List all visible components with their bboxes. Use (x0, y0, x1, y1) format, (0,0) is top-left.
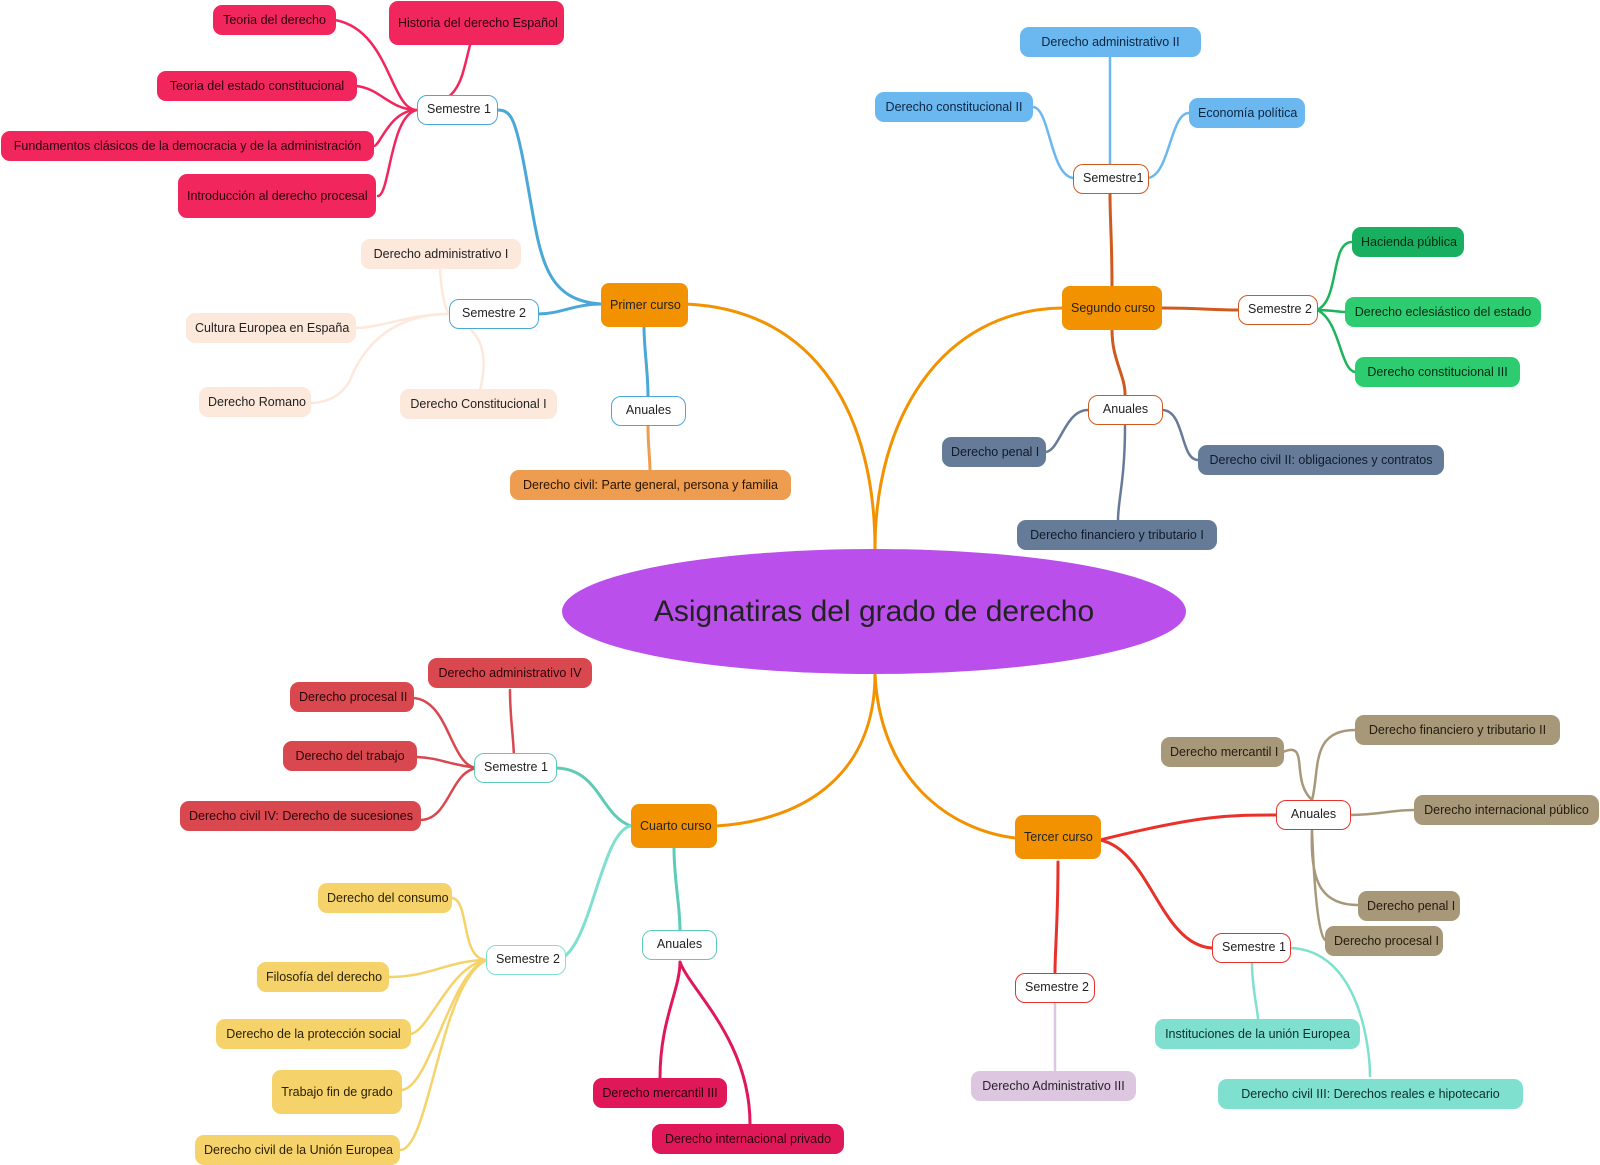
course-cuarto[interactable]: Cuarto curso (631, 804, 717, 848)
link-tercero-anuales-items (1281, 728, 1416, 942)
tercero-semestre-1[interactable]: Semestre 1 (1212, 933, 1291, 963)
segundo-sem1-item[interactable]: Derecho administrativo II (1020, 27, 1201, 57)
segundo-sem1-item[interactable]: Derecho constitucional II (875, 92, 1033, 122)
link-primer-sem1-items (333, 18, 472, 198)
cuarto-sem2-item[interactable]: Derecho del consumo (318, 883, 452, 913)
link-cuarto-anuales-items (658, 960, 752, 1126)
tercero-anuales-item[interactable]: Derecho penal I (1358, 891, 1460, 921)
link-primer-sem2 (536, 302, 603, 316)
central-topic[interactable]: Asignatiras del grado de derecho (562, 549, 1186, 674)
course-primer[interactable]: Primer curso (601, 283, 688, 327)
tercero-semestre-2[interactable]: Semestre 2 (1015, 973, 1095, 1003)
segundo-sem2-item[interactable]: Hacienda pública (1352, 227, 1464, 257)
primer-sem1-item[interactable]: Fundamentos clásicos de la democracia y … (1, 131, 374, 161)
primer-sem2-item[interactable]: Derecho Constitucional I (400, 389, 557, 419)
primer-sem2-item[interactable]: Derecho Romano (199, 387, 311, 417)
link-center-primer (684, 302, 877, 551)
link-primer-anuales (642, 324, 650, 398)
primer-sem2-item[interactable]: Derecho administrativo I (361, 239, 521, 269)
primer-sem1-item[interactable]: Introducción al derecho procesal (178, 174, 376, 218)
cuarto-sem2-item[interactable]: Derecho de la protección social (216, 1019, 411, 1049)
tercero-anuales[interactable]: Anuales (1276, 800, 1351, 830)
cuarto-anuales-item[interactable]: Derecho internacional privado (652, 1124, 844, 1154)
link-segundo-sem2-items (1315, 240, 1357, 374)
cuarto-sem2-item[interactable]: Filosofía del derecho (257, 962, 389, 992)
course-segundo[interactable]: Segundo curso (1062, 286, 1162, 330)
link-tercero-anuales (1098, 813, 1278, 842)
link-cuarto-sem1 (555, 766, 633, 828)
link-segundo-anuales (1110, 328, 1127, 396)
link-cuarto-sem1-items (411, 688, 516, 822)
tercero-anuales-item[interactable]: Derecho internacional público (1414, 795, 1599, 825)
segundo-sem2-item[interactable]: Derecho eclesiástico del estado (1345, 297, 1541, 327)
primer-sem1-item[interactable]: Teoria del estado constitucional (157, 71, 357, 101)
link-tercero-sem1 (1098, 838, 1214, 950)
primer-sem1-item[interactable]: Historia del derecho Español (389, 1, 564, 45)
tercero-sem1-item[interactable]: Instituciones de la unión Europea (1155, 1019, 1360, 1049)
link-cuarto-sem2-items (387, 896, 489, 1152)
primer-sem2-item[interactable]: Cultura Europea en España (186, 313, 356, 343)
link-segundo-anuales-items (1044, 408, 1200, 522)
cuarto-sem1-item[interactable]: Derecho civil IV: Derecho de sucesiones (180, 801, 421, 831)
link-cuarto-anuales (672, 846, 682, 932)
cuarto-sem1-item[interactable]: Derecho del trabajo (283, 741, 417, 771)
tercero-sem1-item[interactable]: Derecho civil III: Derechos reales e hip… (1218, 1079, 1523, 1109)
link-center-tercero (873, 672, 1017, 840)
segundo-anuales-item[interactable]: Derecho penal I (942, 437, 1046, 467)
link-primer-anuales-items (646, 424, 652, 472)
segundo-sem1-item[interactable]: Economía política (1189, 98, 1305, 128)
link-primer-sem2-items (308, 265, 485, 405)
cuarto-sem2-item[interactable]: Derecho civil de la Unión Europea (195, 1135, 400, 1165)
link-segundo-sem1-items (1031, 54, 1191, 180)
link-primer-sem1 (495, 108, 603, 306)
cuarto-anuales[interactable]: Anuales (642, 930, 717, 960)
segundo-anuales-item[interactable]: Derecho civil II: obligaciones y contrat… (1198, 445, 1444, 475)
link-cuarto-sem2 (553, 824, 633, 962)
tercero-anuales-item[interactable]: Derecho procesal I (1325, 926, 1443, 956)
tercero-anuales-item[interactable]: Derecho mercantil I (1161, 737, 1284, 767)
primer-anuales-item[interactable]: Derecho civil: Parte general, persona y … (510, 470, 791, 500)
tercero-sem2-item[interactable]: Derecho Administrativo III (971, 1071, 1136, 1101)
link-tercero-sem1-items (1250, 946, 1372, 1078)
cuarto-anuales-item[interactable]: Derecho mercantil III (593, 1078, 727, 1108)
primer-anuales[interactable]: Anuales (611, 396, 686, 426)
primer-semestre-1[interactable]: Semestre 1 (417, 95, 498, 125)
cuarto-sem2-item[interactable]: Trabajo fin de grado (272, 1070, 402, 1114)
primer-semestre-2[interactable]: Semestre 2 (449, 299, 539, 329)
link-center-cuarto (714, 672, 877, 828)
course-tercero[interactable]: Tercer curso (1015, 815, 1101, 859)
cuarto-sem1-item[interactable]: Derecho procesal II (290, 682, 414, 712)
link-tercero-sem2 (1053, 860, 1060, 974)
link-segundo-sem1 (1108, 192, 1114, 288)
cuarto-semestre-1[interactable]: Semestre 1 (474, 753, 557, 783)
primer-sem1-item[interactable]: Teoria del derecho (213, 5, 336, 35)
tercero-anuales-item[interactable]: Derecho financiero y tributario II (1355, 715, 1560, 745)
link-center-segundo (873, 306, 1064, 551)
link-segundo-sem2 (1160, 306, 1240, 312)
segundo-anuales-item[interactable]: Derecho financiero y tributario I (1017, 520, 1217, 550)
segundo-sem2-item[interactable]: Derecho constitucional III (1355, 357, 1520, 387)
cuarto-semestre-2[interactable]: Semestre 2 (486, 945, 566, 975)
segundo-anuales[interactable]: Anuales (1088, 395, 1163, 425)
segundo-semestre-2[interactable]: Semestre 2 (1238, 295, 1318, 325)
cuarto-sem1-item[interactable]: Derecho administrativo IV (428, 658, 592, 688)
segundo-semestre-1[interactable]: Semestre1 (1073, 164, 1149, 194)
